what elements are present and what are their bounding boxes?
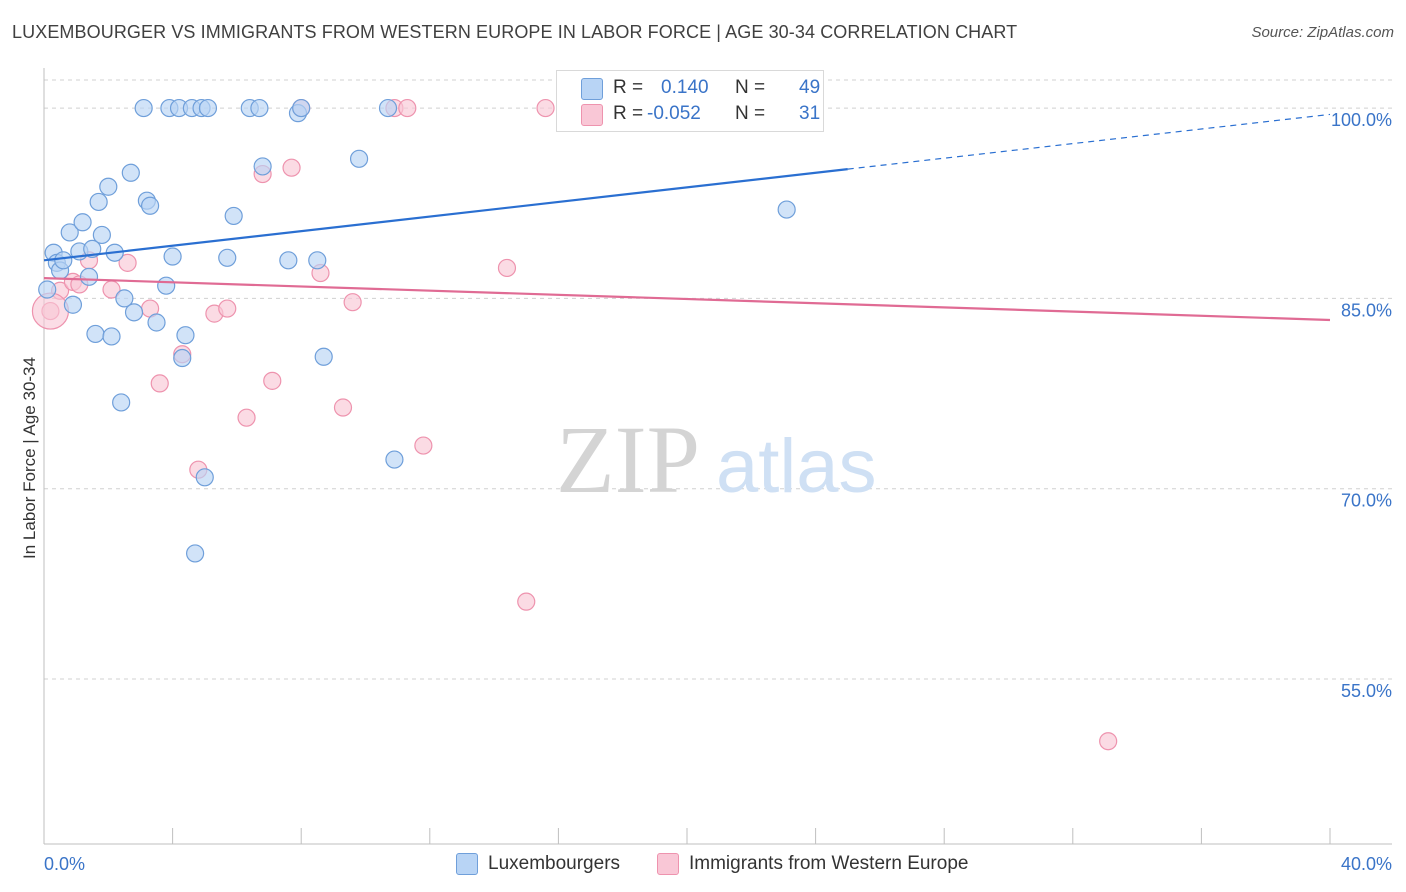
pink-point [333,398,353,417]
blue-point [385,450,404,469]
pink-point [263,371,282,390]
blue-point [157,276,176,295]
legend-label: Luxembourgers [488,853,621,874]
legend-n-label: N = [735,103,766,124]
blue-point [218,248,237,267]
legend-swatch-blue [456,853,478,875]
blue-point [308,251,327,270]
blue-point [83,239,102,259]
pink-point-large [31,292,70,330]
pink-point [497,258,517,278]
legend-n-label: N = [735,77,766,98]
blue-point [292,98,311,118]
legend-r-value: -0.052 [647,103,701,124]
legend-r-label: R = [613,77,644,98]
blue-point [79,267,99,286]
trend-line-luxembourgers [43,168,848,262]
blue-point [253,157,272,176]
pink-point [118,253,137,272]
blue-point [121,163,140,182]
blue-point [147,313,166,332]
blue-point [163,247,182,266]
watermark-zip: ZIP [556,406,700,513]
trend-line-luxembourgers-extension [847,113,1331,170]
blue-point [99,177,118,196]
blue-point [349,149,369,168]
trend-line-immigrants [43,276,1331,322]
blue-point [38,280,57,299]
y-tick-label: 85.0% [1341,300,1392,320]
legend-r-label: R = [613,103,644,124]
tick-labels: 55.0% 70.0% 85.0% 100.0% 0.0% 40.0% [44,110,1392,874]
axes [43,68,1392,845]
legend-swatch-pink [581,104,603,126]
y-tick-label: 100.0% [1331,110,1392,130]
chart-title: LUXEMBOURGER VS IMMIGRANTS FROM WESTERN … [12,22,1018,42]
legend-swatch-pink [657,853,679,875]
legend-n-value: 31 [799,103,821,124]
pink-point [282,158,301,177]
legend-r-value: 0.140 [661,77,709,98]
blue-point [112,393,131,412]
blue-point [198,98,218,118]
pink-point [414,436,433,455]
source-label: Source: ZipAtlas.com [1251,24,1394,41]
series-luxembourgers-points [38,98,796,563]
blue-point [173,348,192,368]
blue-point [124,303,144,322]
pink-point [1099,732,1118,751]
pink-point [218,299,237,318]
pink-point [517,592,536,611]
grid-lines [44,79,1392,680]
blue-point [73,213,92,232]
legend-label: Immigrants from Western Europe [689,853,969,874]
blue-point [86,324,105,344]
blue-point [115,289,134,308]
pink-point [150,374,169,393]
pink-point [343,293,362,312]
blue-point [102,327,121,346]
blue-point [777,200,796,219]
pink-point [398,98,417,118]
correlation-legend: R = 0.140 N = 49 R = -0.052 N = 31 [556,70,824,132]
blue-point [176,326,195,345]
blue-point [92,225,111,245]
x-tick-label: 0.0% [44,854,85,874]
blue-point [378,98,398,118]
trend-lines [43,113,1331,322]
pink-point [237,408,256,427]
y-axis-title: In Labor Force | Age 30-34 [20,357,39,559]
blue-point [54,251,73,270]
blue-point [140,196,160,215]
blue-point [63,295,83,314]
blue-point [134,98,153,118]
legend-swatch-blue [581,78,603,100]
blue-point [279,251,298,270]
pink-point [536,98,555,118]
blue-point [224,206,243,226]
blue-point [60,223,79,242]
y-tick-label: 70.0% [1341,491,1392,511]
blue-point [250,98,269,118]
x-tick-label: 40.0% [1341,854,1392,874]
blue-point [195,468,214,487]
watermark-atlas: atlas [716,424,877,509]
blue-point [314,347,333,366]
blue-point [186,544,205,563]
legend-n-value: 49 [799,77,821,98]
y-tick-label: 55.0% [1341,681,1392,701]
blue-point [89,192,108,212]
